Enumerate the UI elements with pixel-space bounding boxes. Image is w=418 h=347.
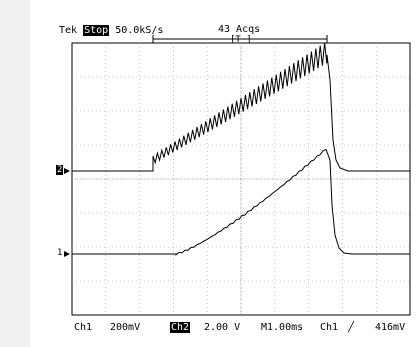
waveform-traces <box>72 42 410 256</box>
trigger-source: Ch1 <box>320 322 339 333</box>
trigger-level: 416mV <box>375 322 406 333</box>
acquisition-count: 43 Acqs <box>218 24 261 35</box>
header-status: Tek Stop 50.0kS/s <box>59 25 163 36</box>
sample-rate: 50.0kS/s <box>115 25 164 36</box>
rising-edge-icon: ╱ <box>348 322 355 333</box>
ch2-ground-arrow <box>64 168 70 174</box>
ch1-ground-arrow <box>64 251 70 257</box>
trigger-position-marker: [T ] <box>230 35 252 45</box>
graticule-center-axes <box>72 43 410 315</box>
waveform-display <box>64 35 411 316</box>
ch2-waveform <box>72 42 410 172</box>
ch1-waveform <box>72 148 410 256</box>
ch1-scale: 200mV <box>110 322 141 333</box>
ch1-label: Ch1 <box>74 322 93 333</box>
run-state-badge: Stop <box>83 25 110 36</box>
oscilloscope-screen: Tek Stop 50.0kS/s 43 Acqs [T ] <box>30 0 418 347</box>
brand-label: Tek <box>59 25 78 36</box>
ch2-scale: 2.00 V <box>204 322 241 333</box>
ch2-label: Ch2 <box>170 322 191 333</box>
ch1-marker-label: 1 <box>57 248 63 258</box>
timebase: M1.00ms <box>261 322 304 333</box>
ch2-marker-label: 2 <box>56 165 64 175</box>
